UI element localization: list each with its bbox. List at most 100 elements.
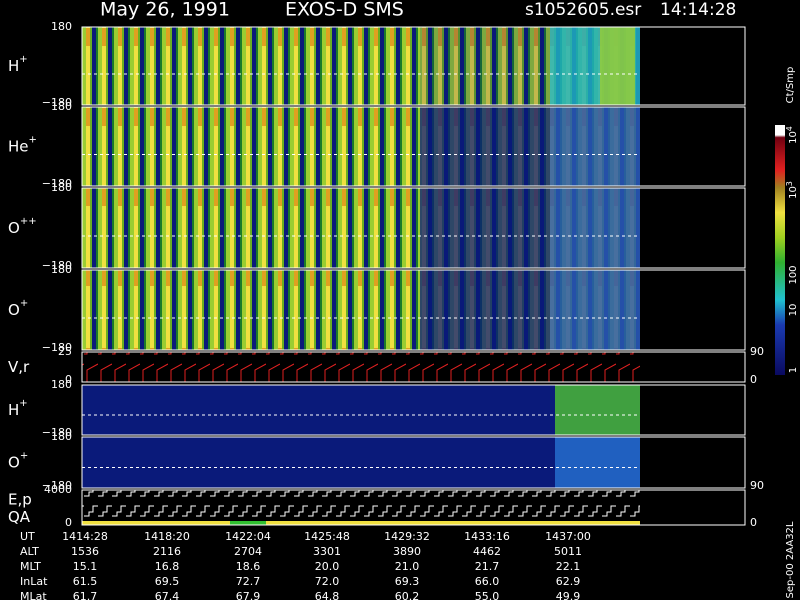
table-cell: 21.7 — [475, 560, 500, 573]
time: 14:14:28 — [660, 0, 736, 20]
panel-frame — [81, 384, 746, 436]
table-row-label: MLT — [20, 560, 41, 573]
y-top-label: 4000 — [44, 483, 72, 496]
right-bottom-label: 90 — [750, 479, 764, 492]
table-cell: 66.0 — [475, 575, 500, 588]
panel-label: H+ — [8, 54, 28, 75]
panel-sup: + — [19, 54, 27, 65]
colorbar-base: 10 — [788, 131, 799, 144]
panel-label: O+ — [8, 451, 28, 472]
table-row-label: MLat — [20, 590, 47, 600]
panel-label: QA — [8, 508, 31, 526]
table-cell: 21.0 — [395, 560, 420, 573]
colorbar-exp: 3 — [785, 181, 794, 186]
colorbar-label: 103 — [785, 181, 800, 199]
table-cell: 1425:48 — [304, 530, 350, 543]
table-cell: 61.7 — [73, 590, 98, 600]
table-cell: 55.0 — [475, 590, 500, 600]
y-top-label: 180 — [51, 181, 72, 194]
table-cell: 22.1 — [556, 560, 581, 573]
table-cell: 61.5 — [73, 575, 98, 588]
panel-label: H+ — [8, 398, 28, 419]
panel-name: O — [8, 219, 20, 237]
file: s1052605.esr — [525, 0, 641, 20]
spectrogram-fade — [420, 270, 550, 350]
table-row-label: InLat — [20, 575, 48, 588]
panel-frame — [81, 436, 746, 489]
y-bottom-label: −180 — [42, 96, 72, 109]
qa-bar-good — [230, 521, 266, 525]
spectrogram-edge — [550, 107, 640, 186]
y-bottom-label: −180 — [42, 259, 72, 272]
footer: Sep-00 2AA32L — [785, 521, 796, 598]
colorbar-exp: 4 — [785, 126, 794, 131]
table-cell: 62.9 — [556, 575, 581, 588]
colorbar-base: 10 — [788, 186, 799, 199]
panel-frame — [81, 26, 746, 106]
panel-sup: + — [29, 135, 37, 146]
table-cell: 3301 — [313, 545, 341, 558]
panel-name: O — [8, 301, 20, 319]
trace — [82, 352, 640, 382]
spectrogram-fade — [420, 107, 550, 186]
panel-sup: ++ — [20, 216, 37, 227]
table-cell: 67.9 — [236, 590, 261, 600]
y-bottom-label: 0 — [65, 516, 72, 529]
colorbar-label: 1 — [788, 367, 799, 373]
y-bottom-label: −180 — [42, 426, 72, 439]
table-cell: 1433:16 — [464, 530, 510, 543]
table-row-label: ALT — [20, 545, 39, 558]
panel-label: He+ — [8, 135, 37, 156]
table-cell: 60.2 — [395, 590, 420, 600]
y-bottom-label: −180 — [42, 479, 72, 492]
y-top-label: 180 — [51, 20, 72, 33]
spectrogram — [82, 27, 640, 105]
table-cell: 2116 — [153, 545, 181, 558]
table-cell: 1418:20 — [144, 530, 190, 543]
panel-name: H — [8, 401, 19, 419]
instrument: EXOS-D SMS — [285, 0, 404, 21]
y-bottom-label: 0 — [65, 373, 72, 386]
table-cell: 1429:32 — [384, 530, 430, 543]
table-cell: 1536 — [71, 545, 99, 558]
right-bottom-label: 0 — [750, 373, 757, 386]
colorbar-label: 10 — [788, 304, 799, 317]
panel-frame — [81, 269, 746, 351]
colorbar-base: 100 — [788, 265, 799, 284]
panel-sup: + — [19, 398, 27, 409]
right-top-label: 90 — [750, 345, 764, 358]
table-cell: 1437:00 — [545, 530, 591, 543]
y-bottom-label: −180 — [42, 341, 72, 354]
table-cell: 15.1 — [73, 560, 98, 573]
right-bottom-label: 0 — [750, 516, 757, 529]
y-top-label: 180 — [51, 100, 72, 113]
spectrogram-hot — [600, 27, 635, 105]
table-cell: 72.7 — [236, 575, 261, 588]
colorbar-base: 10 — [788, 304, 799, 317]
colorbar — [775, 125, 785, 375]
panel-name: V,r — [8, 358, 30, 376]
panel-label: V,r — [8, 358, 30, 376]
panel-name: He — [8, 137, 29, 155]
panel-sup: + — [20, 298, 28, 309]
colorbar-label: 100 — [788, 265, 799, 284]
panel-frame — [81, 489, 746, 526]
table-cell: 20.0 — [315, 560, 340, 573]
table-cell: 4462 — [473, 545, 501, 558]
panel-label: O++ — [8, 216, 37, 237]
table-cell: 67.4 — [155, 590, 180, 600]
spectrogram — [82, 385, 640, 435]
table-cell: 16.8 — [155, 560, 180, 573]
spectrogram-edge — [550, 188, 640, 268]
table-cell: 69.5 — [155, 575, 180, 588]
spectrogram-edge — [555, 437, 640, 488]
table-cell: 49.9 — [556, 590, 581, 600]
panel-frame — [81, 351, 746, 383]
table-cell: 1414:28 — [62, 530, 108, 543]
spectrogram-fade — [420, 188, 550, 268]
colorbar-label: 104 — [785, 126, 800, 144]
table-cell: 2704 — [234, 545, 262, 558]
spectrogram-edge — [550, 270, 640, 350]
